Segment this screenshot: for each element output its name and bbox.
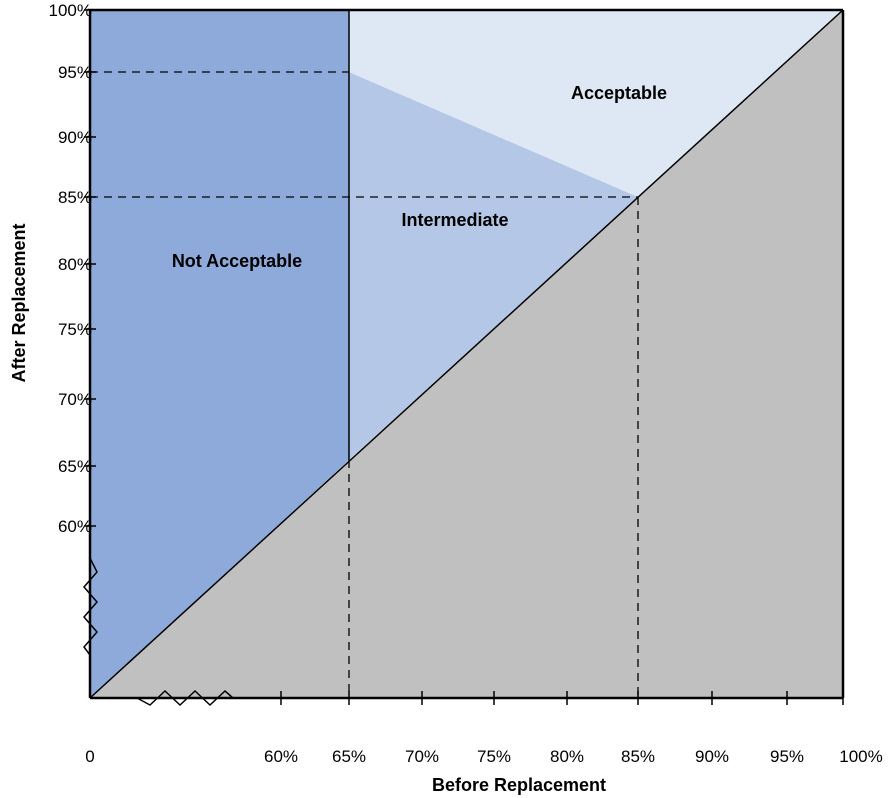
diagonal-line [89,9,844,699]
label-intermediate: Intermediate [401,210,508,230]
x-tick-label: 0 [85,747,94,766]
region-not-acceptable [90,10,349,698]
y-tick-label: 70% [58,390,92,409]
x-axis-title: Before Replacement [432,775,606,795]
y-tick-label: 85% [58,188,92,207]
y-tick-label: 75% [58,320,92,339]
y-tick-label: 80% [58,255,92,274]
x-tick-label: 80% [550,747,584,766]
x-tick-label: 90% [695,747,729,766]
y-tick-label: 60% [58,517,92,536]
y-axis-break [83,557,98,656]
region-intermediate [349,72,638,460]
region-acceptable [349,10,843,197]
y-tick-label: 95% [58,63,92,82]
y-tick-label: 90% [58,128,92,147]
y-tick-label: 65% [58,457,92,476]
x-tick-label: 95% [770,747,804,766]
label-not-acceptable: Not Acceptable [172,251,302,271]
x-axis-break [136,689,234,707]
x-tick-label: 60% [264,747,298,766]
y-tick-label: 100% [49,1,92,20]
label-acceptable: Acceptable [571,83,667,103]
x-axis-ticks: 0 60% 65% 70% 75% 80% 85% 90% 95% 100% [85,691,883,766]
x-tick-label: 70% [405,747,439,766]
y-axis-title: After Replacement [9,223,29,382]
x-tick-label: 85% [621,747,655,766]
x-tick-label: 75% [477,747,511,766]
x-tick-label: 100% [839,747,882,766]
x-tick-label: 65% [332,747,366,766]
y-axis-ticks: 100% 95% 90% 85% 80% 75% 70% 65% 60% [49,1,96,536]
